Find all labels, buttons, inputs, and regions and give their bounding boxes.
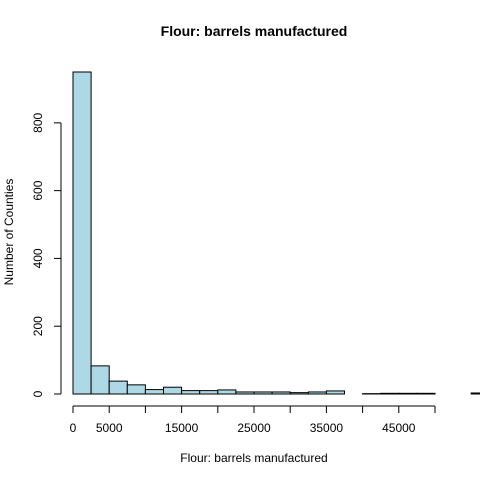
histogram-bar (470, 392, 480, 395)
histogram-bar (307, 391, 327, 395)
histogram-bar (271, 391, 291, 395)
y-tick-label: 0 (31, 390, 45, 397)
x-tick-label: 25000 (237, 421, 271, 435)
x-axis: 0 5000 15000 25000 35000 45000 (70, 405, 436, 435)
x-axis-label: Flour: barrels manufactured (180, 451, 327, 465)
x-tick-label: 5000 (96, 421, 123, 435)
histogram-bar (144, 389, 164, 395)
histogram-bar (235, 391, 255, 395)
histogram-bar (181, 390, 201, 395)
y-axis: 0 200 400 600 800 (31, 113, 62, 397)
histogram-bar (72, 71, 92, 395)
histogram-bar (253, 391, 273, 395)
histogram-bar (199, 390, 219, 395)
x-tick-label: 35000 (310, 421, 344, 435)
histogram-bar (108, 380, 128, 395)
y-axis-label: Number of Counties (2, 179, 16, 286)
y-tick-label: 600 (31, 180, 45, 200)
histogram-bar (90, 365, 110, 395)
histogram-bar (380, 392, 400, 395)
histogram-bar (163, 386, 183, 395)
y-tick-label: 400 (31, 248, 45, 268)
x-tick-label: 45000 (382, 421, 416, 435)
x-tick-label: 0 (70, 421, 77, 435)
histogram-bar (416, 392, 436, 395)
y-tick-label: 800 (31, 113, 45, 133)
histogram-bar (325, 390, 345, 395)
bars-group (72, 71, 480, 395)
histogram-bar (398, 392, 418, 395)
histogram-bar (126, 384, 146, 395)
y-tick-label: 200 (31, 316, 45, 336)
chart-title: Flour: barrels manufactured (161, 23, 348, 39)
histogram-bar (217, 389, 237, 395)
histogram-bar (289, 392, 309, 395)
x-tick-label: 15000 (165, 421, 199, 435)
